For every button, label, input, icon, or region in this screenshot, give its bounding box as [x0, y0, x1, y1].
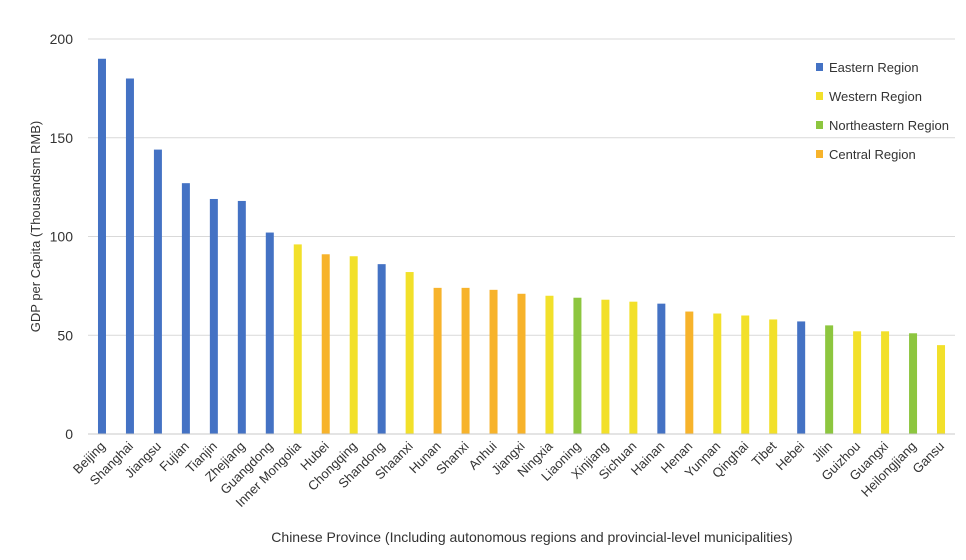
y-tick-label: 50 [57, 327, 73, 343]
bar-guizhou [853, 331, 862, 434]
bar-qinghai [741, 315, 750, 434]
legend-swatch [816, 92, 823, 100]
x-tick-label: Hebei [773, 438, 808, 473]
bar-jiangxi [517, 293, 526, 434]
bar-zhejiang [237, 200, 246, 434]
gridlines [88, 38, 955, 336]
legend: Eastern Region Western Region Northeastern… [816, 60, 949, 162]
bar-ningxia [545, 295, 554, 434]
bar-hainan [657, 303, 666, 434]
bar-guangdong [265, 232, 274, 434]
bar-chongqing [349, 256, 358, 434]
bar-tianjin [209, 198, 218, 434]
y-axis-title: GDP per Capita (Thousandsm RMB) [28, 121, 43, 332]
bar-shandong [377, 264, 386, 434]
x-axis-ticks: BeijingShanghaiJiangsuFujianTianjinZheji… [70, 438, 947, 510]
bar-beijing [97, 58, 106, 434]
legend-swatch [816, 150, 823, 158]
y-tick-label: 100 [50, 229, 74, 245]
bar-hebei [797, 321, 806, 434]
bar-anhui [489, 289, 498, 434]
legend-label: Western Region [829, 89, 922, 104]
bar-fujian [181, 183, 190, 434]
bar-jiangsu [153, 149, 162, 434]
bar-tibet [769, 319, 778, 434]
y-tick-label: 150 [50, 130, 74, 146]
bar-shanxi [461, 287, 470, 434]
legend-label: Northeastern Region [829, 118, 949, 133]
y-axis-ticks: 0 50 100 150 200 [50, 31, 74, 442]
bars [97, 58, 946, 434]
y-tick-label: 200 [50, 31, 74, 47]
legend-swatch [816, 121, 823, 129]
legend-label: Eastern Region [829, 60, 919, 75]
bar-shanghai [125, 78, 134, 434]
bar-hubei [321, 254, 330, 434]
bar-henan [685, 311, 694, 434]
bar-liaoning [573, 297, 582, 434]
bar-xinjiang [601, 299, 610, 434]
legend-label: Central Region [829, 147, 916, 162]
bar-guangxi [881, 331, 890, 434]
bar-heilongjiang [909, 333, 918, 434]
bar-hunan [433, 287, 442, 434]
y-tick-label: 0 [65, 426, 73, 442]
bar-jilin [825, 325, 834, 434]
legend-swatch [816, 63, 823, 71]
x-tick-label: Gansu [909, 439, 947, 477]
bar-sichuan [629, 301, 638, 434]
bar-yunnan [713, 313, 722, 434]
bar-inner-mongolia [293, 244, 302, 434]
x-axis-title: Chinese Province (Including autonomous r… [271, 529, 792, 545]
bar-shaanxi [405, 272, 414, 434]
bar-gansu [937, 345, 946, 434]
